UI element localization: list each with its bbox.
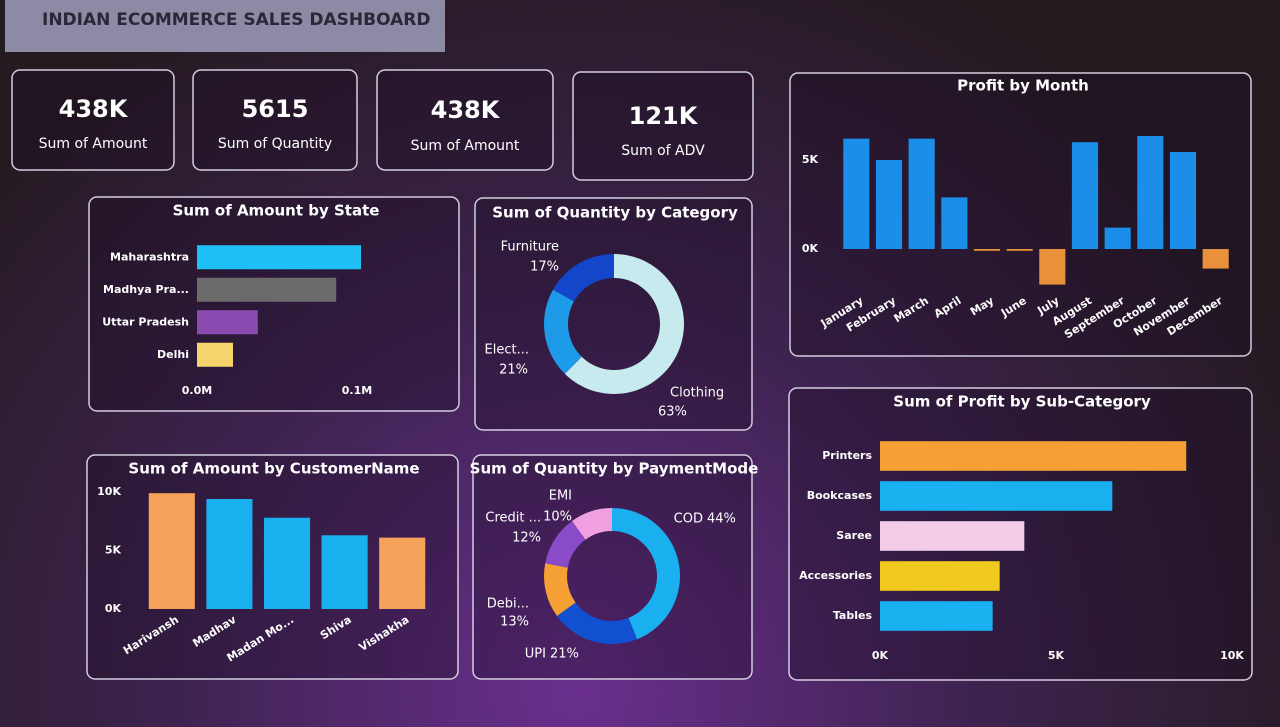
bar [1202, 249, 1229, 269]
bar [197, 310, 258, 335]
bar [880, 521, 1025, 551]
x-tick-label: 5K [1048, 649, 1065, 662]
donut-slice [572, 508, 612, 540]
kpi-card [572, 71, 754, 181]
donut-slice [553, 254, 614, 302]
slice-value-label: 12% [512, 531, 541, 546]
y-tick-label: Uttar Pradesh [102, 315, 189, 328]
kpi-label: Sum of Quantity [218, 136, 332, 152]
kpi-value: 5615 [242, 95, 309, 123]
bar [321, 535, 368, 609]
y-tick-label: 5K [802, 153, 819, 166]
chart-title: Sum of Quantity by PaymentMode [470, 460, 759, 478]
y-tick-label: 0K [105, 602, 122, 615]
chart-panel [88, 196, 460, 412]
dashboard-title: INDIAN ECOMMERCE SALES DASHBOARD [42, 10, 430, 30]
donut-slice [543, 563, 576, 616]
kpi-label: Sum of ADV [621, 143, 705, 159]
chart-title: Sum of Amount by State [173, 202, 380, 220]
bar [973, 249, 1001, 251]
slice-label: Credit ... [485, 511, 541, 526]
bar [1071, 142, 1099, 249]
x-tick-label: 0.1M [342, 384, 372, 397]
bar [1006, 249, 1033, 251]
bar [1039, 249, 1066, 285]
bar [206, 499, 253, 609]
slice-value-label: 13% [500, 615, 529, 630]
y-tick-label: Madhya Pra... [103, 283, 189, 296]
slice-label: Furniture [501, 240, 559, 255]
y-tick-label: 5K [105, 544, 122, 557]
header-banner [5, 0, 445, 52]
bar [941, 197, 968, 249]
kpi-value: 121K [629, 102, 699, 130]
bar [843, 138, 870, 249]
y-tick-label: Maharashtra [110, 250, 189, 263]
donut-slice [612, 508, 681, 640]
chart-title: Sum of Quantity by Category [492, 204, 738, 222]
y-tick-label: Accessories [799, 569, 872, 582]
slice-value-label: 17% [530, 260, 559, 275]
kpi-card [376, 69, 554, 171]
bar [263, 517, 311, 609]
x-tick-label: 0K [872, 649, 889, 662]
chart-panel [789, 72, 1252, 357]
slice-label: Debi... [487, 597, 529, 612]
kpi-label: Sum of Amount [411, 138, 520, 154]
y-tick-label: 10K [97, 485, 121, 498]
slice-label: Elect... [485, 343, 529, 358]
slice-value-label: 44% [707, 512, 736, 527]
bar [880, 481, 1113, 511]
y-tick-label: Bookcases [807, 489, 873, 502]
slice-value-label: 21% [499, 363, 528, 378]
y-tick-label: Printers [822, 449, 872, 462]
chart-panel [474, 197, 753, 431]
bar [1104, 227, 1131, 249]
y-tick-label: Tables [833, 609, 873, 622]
chart-title: Sum of Profit by Sub-Category [893, 393, 1151, 411]
bar [908, 138, 935, 249]
slice-value-label: 63% [658, 405, 687, 420]
y-tick-label: Delhi [157, 348, 189, 361]
chart-title: Profit by Month [957, 77, 1089, 95]
bar [1169, 151, 1197, 249]
bar [197, 245, 361, 270]
donut-slice [544, 289, 582, 374]
x-tick-label: 0.0M [182, 384, 212, 397]
slice-label: Clothing [670, 386, 724, 401]
bar [197, 342, 233, 367]
bar [148, 493, 195, 609]
donut-slice [545, 520, 586, 568]
bar [379, 537, 426, 609]
slice-label: EMI [549, 489, 572, 504]
slice-value-label: 21% [550, 647, 579, 662]
bar [880, 561, 1000, 591]
slice-value-label: 10% [543, 510, 572, 525]
slice-label: UPI [525, 647, 546, 662]
kpi-card [192, 69, 358, 171]
bar [1137, 135, 1164, 249]
kpi-label: Sum of Amount [39, 136, 148, 152]
chart-panel [472, 454, 753, 680]
bar [880, 441, 1187, 471]
bar [197, 277, 337, 302]
donut-slice [564, 254, 684, 394]
donut-slice [556, 602, 638, 644]
kpi-value: 438K [431, 96, 501, 124]
y-tick-label: Saree [836, 529, 872, 542]
bar [875, 160, 903, 249]
chart-title: Sum of Amount by CustomerName [128, 460, 419, 478]
x-tick-label: 10K [1220, 649, 1244, 662]
kpi-value: 438K [59, 95, 129, 123]
bar [880, 601, 993, 631]
y-tick-label: 0K [802, 242, 819, 255]
kpi-card [11, 69, 175, 171]
slice-label: COD [674, 512, 703, 527]
